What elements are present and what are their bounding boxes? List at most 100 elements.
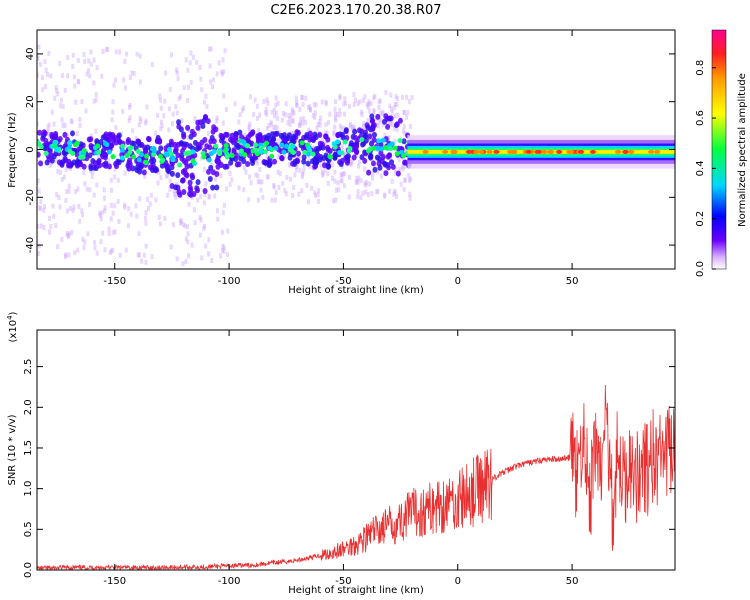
spectrogram-speckle <box>223 48 227 54</box>
spectrogram-speckle <box>67 231 71 237</box>
spectrogram-speckle <box>108 249 112 255</box>
spectrogram-peak-mark <box>547 149 554 154</box>
spectrogram-hotspot <box>380 137 386 143</box>
spectrogram-speckle <box>383 132 387 138</box>
spectrogram-speckle <box>352 124 356 130</box>
spectrogram-speckle <box>186 67 190 73</box>
snr-y-tick-label: 0.5 <box>23 521 34 537</box>
spectrogram-band-mark <box>185 155 191 162</box>
snr-x-tick-label: 0 <box>455 576 461 587</box>
spectrogram-speckle <box>132 71 136 77</box>
spectrogram-speckle <box>321 158 325 164</box>
spectrogram-band-mark <box>367 133 373 140</box>
spectrogram-speckle <box>383 193 387 199</box>
spectrogram-speckle <box>348 122 352 128</box>
spectrogram-speckle <box>403 177 407 183</box>
spectrogram-hotspot <box>239 138 245 144</box>
spectrogram-speckle <box>300 95 304 101</box>
spectrogram-speckle <box>274 110 278 116</box>
spectrogram-band-mark <box>218 132 224 139</box>
spectrogram-speckle <box>58 204 62 210</box>
spectrogram-band-mark <box>395 170 401 177</box>
spectrogram-speckle <box>300 173 304 179</box>
spectrogram-speckle <box>340 172 344 178</box>
spectrogram-speckle <box>221 120 225 126</box>
spectrogram-peak-mark <box>493 149 500 154</box>
spectrogram-speckle <box>368 181 372 187</box>
spectrogram-speckle <box>334 197 338 203</box>
spectrogram-speckle <box>409 176 413 182</box>
spectrogram-speckle <box>340 178 344 184</box>
spectrogram-speckle <box>65 231 69 237</box>
spectrogram-speckle <box>189 50 193 56</box>
spectrogram-speckle <box>392 105 396 111</box>
spectrogram-band-mark <box>323 133 329 140</box>
spectrogram-speckle <box>138 53 142 59</box>
spectrogram-speckle <box>210 162 214 168</box>
spectrogram-hotspot <box>306 145 312 151</box>
spectrogram-speckle <box>175 181 179 187</box>
spectrogram-hotspot <box>371 146 377 152</box>
spectrogram-band-mark <box>126 165 132 172</box>
spectrogram-band-mark <box>266 160 272 167</box>
spectrogram-speckle <box>59 169 63 175</box>
spectrogram-speckle <box>87 58 91 64</box>
spectrogram-hotspot <box>310 151 316 157</box>
spectrogram-speckle <box>111 247 115 253</box>
spectrogram-band-mark <box>390 163 396 170</box>
spectrogram-band-mark <box>103 131 109 138</box>
spectrogram-speckle <box>328 111 332 117</box>
spectrogram-speckle <box>367 108 371 114</box>
spectrogram-hotspot <box>263 140 269 146</box>
spectrogram-speckle <box>344 152 348 158</box>
spectrogram-speckle <box>298 156 302 162</box>
spectrogram-speckle <box>107 158 111 164</box>
spectrogram-hotspot <box>262 149 268 155</box>
spectrogram-band-mark <box>204 143 210 150</box>
spectrogram-speckle <box>64 197 68 203</box>
spectrogram-speckle <box>203 223 207 229</box>
spectrogram-speckle <box>338 107 342 113</box>
spectrogram-band-mark <box>116 132 122 139</box>
spectrogram-speckle <box>158 93 162 99</box>
spectrogram-speckle <box>49 73 53 79</box>
spectrogram-band-mark <box>403 159 409 166</box>
spectrogram-peak-mark <box>525 149 532 154</box>
spectrogram-hotspot <box>190 158 196 164</box>
spectrogram-speckle <box>257 155 261 161</box>
spectrogram-speckle <box>123 170 127 176</box>
spectrogram-speckle <box>284 101 288 107</box>
spectrogram-speckle <box>56 244 60 250</box>
spectrogram-speckle <box>366 152 370 158</box>
colorbar-tick-label: 0.0 <box>695 261 706 277</box>
spectrogram-speckle <box>137 122 141 128</box>
spectrogram-speckle <box>247 197 251 203</box>
spectrogram-band-mark <box>325 163 331 170</box>
spectrogram-hotspot <box>95 143 101 149</box>
spectrogram-speckle <box>61 152 65 158</box>
spectrogram-hotspot <box>225 153 231 159</box>
spectrogram-band-mark <box>102 154 108 161</box>
spectrogram-speckle <box>86 231 90 237</box>
spectrogram-speckle <box>61 122 65 128</box>
spectrogram-band-mark <box>383 170 389 177</box>
spectrogram-speckle <box>92 192 96 198</box>
spectrogram-speckle <box>89 168 93 174</box>
spectrogram-speckle <box>377 99 381 105</box>
spectrogram-speckle <box>256 116 260 122</box>
spectrogram-band-mark <box>344 159 350 166</box>
spectrogram-speckle <box>364 179 368 185</box>
spectrogram-speckle <box>333 169 337 175</box>
spectrogram-band-mark <box>62 150 68 157</box>
spectrogram-band-mark <box>370 125 376 132</box>
spectrogram-speckle <box>367 99 371 105</box>
spectrogram-speckle <box>352 101 356 107</box>
spectrogram-speckle <box>67 233 71 239</box>
spectrogram-speckle <box>288 121 292 127</box>
spectrogram-speckle <box>287 162 291 168</box>
spectrogram-speckle <box>302 164 306 170</box>
spectrogram-peak-mark <box>654 149 661 154</box>
spectrogram-speckle <box>291 109 295 115</box>
spectrogram-hotspot <box>223 143 229 149</box>
spectrogram-speckle <box>217 60 221 66</box>
